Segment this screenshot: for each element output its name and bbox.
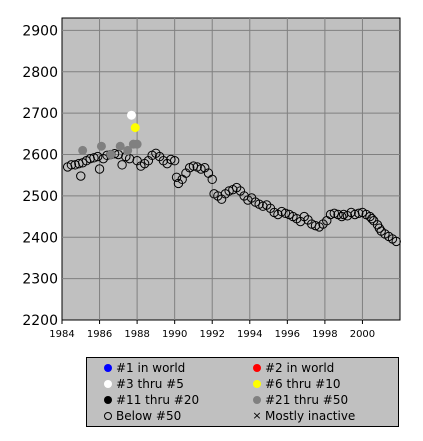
point-below-50 — [391, 236, 401, 247]
point-ranked — [106, 150, 116, 160]
yellow-dot-icon — [252, 379, 262, 389]
legend-label: #11 thru #20 — [116, 393, 200, 407]
point-below-50 — [353, 208, 364, 218]
point-below-50 — [76, 171, 86, 181]
legend-item-below-50: Below #50 — [103, 408, 181, 424]
point-below-50 — [310, 220, 321, 231]
point-below-50 — [207, 174, 217, 185]
blue-dot-icon — [103, 363, 113, 373]
point-ranked — [126, 110, 136, 120]
point-below-50 — [92, 151, 103, 162]
legend-item-11-20: #11 thru #20 — [103, 392, 199, 408]
point-below-50 — [117, 160, 127, 170]
white-dot-icon — [103, 379, 113, 389]
point-below-50 — [196, 164, 206, 174]
point-below-50 — [169, 156, 180, 166]
black-dot-icon — [103, 395, 113, 405]
x-axis-ticks: 1984 1986 1988 1990 1992 1994 1996 1998 2000 — [49, 320, 375, 340]
x-tick-label: 1988 — [124, 329, 149, 340]
point-ranked — [96, 141, 106, 151]
point-below-50 — [171, 172, 182, 182]
y-tick-label: 2400 — [22, 230, 58, 246]
point-below-50 — [325, 209, 336, 220]
point-below-50 — [337, 211, 347, 222]
legend-item-3-5: #3 thru #5 — [103, 376, 184, 392]
legend-label: Below #50 — [116, 409, 182, 423]
grid-lines — [62, 18, 400, 320]
legend-label: #2 in world — [265, 361, 335, 375]
legend-label: Mostly inactive — [265, 409, 356, 423]
cross-icon: × — [252, 409, 262, 422]
y-tick-label: 2300 — [22, 272, 58, 288]
y-tick-label: 2200 — [22, 313, 58, 329]
point-ranked — [132, 139, 142, 149]
x-tick-label: 1992 — [199, 329, 224, 340]
y-axis-ticks: 2200 2300 2400 2500 2600 2700 2800 2900 — [22, 23, 58, 329]
data-points — [62, 110, 401, 247]
point-ranked — [115, 141, 125, 151]
legend-item-inactive: × Mostly inactive — [252, 408, 355, 424]
point-ranked — [130, 123, 140, 133]
y-tick-label: 2600 — [22, 148, 58, 164]
x-tick-label: 1994 — [237, 329, 262, 340]
y-tick-label: 2900 — [22, 23, 58, 39]
legend-label: #6 thru #10 — [265, 377, 341, 391]
point-below-50 — [367, 213, 377, 224]
point-below-50 — [94, 164, 105, 174]
y-tick-label: 2700 — [22, 106, 58, 122]
legend-item-21-50: #21 thru #50 — [252, 392, 348, 408]
x-tick-label: 2000 — [350, 329, 375, 340]
point-below-50 — [166, 154, 176, 165]
point-ranked — [123, 145, 133, 155]
legend: #1 in world #2 in world #3 thru #5 #6 th… — [86, 357, 399, 427]
point-below-50 — [66, 160, 77, 170]
legend-item-2nd: #2 in world — [252, 360, 334, 376]
legend-item-6-10: #6 thru #10 — [252, 376, 341, 392]
x-tick-label: 1996 — [275, 329, 300, 340]
x-tick-label: 1990 — [162, 329, 187, 340]
point-ranked — [78, 145, 88, 155]
legend-label: #3 thru #5 — [116, 377, 184, 391]
ring-icon — [103, 411, 113, 421]
x-tick-label: 1984 — [49, 329, 74, 340]
legend-label: #21 thru #50 — [265, 393, 349, 407]
y-tick-label: 2500 — [22, 189, 58, 205]
legend-label: #1 in world — [116, 361, 186, 375]
red-dot-icon — [252, 363, 262, 373]
y-tick-label: 2800 — [22, 65, 58, 81]
plot-area — [61, 17, 401, 321]
legend-item-1st: #1 in world — [103, 360, 185, 376]
point-below-50 — [374, 223, 385, 233]
gray-dot-icon — [252, 395, 262, 405]
x-tick-label: 1998 — [312, 329, 337, 340]
x-tick-label: 1986 — [87, 329, 112, 340]
point-below-50 — [89, 153, 99, 163]
